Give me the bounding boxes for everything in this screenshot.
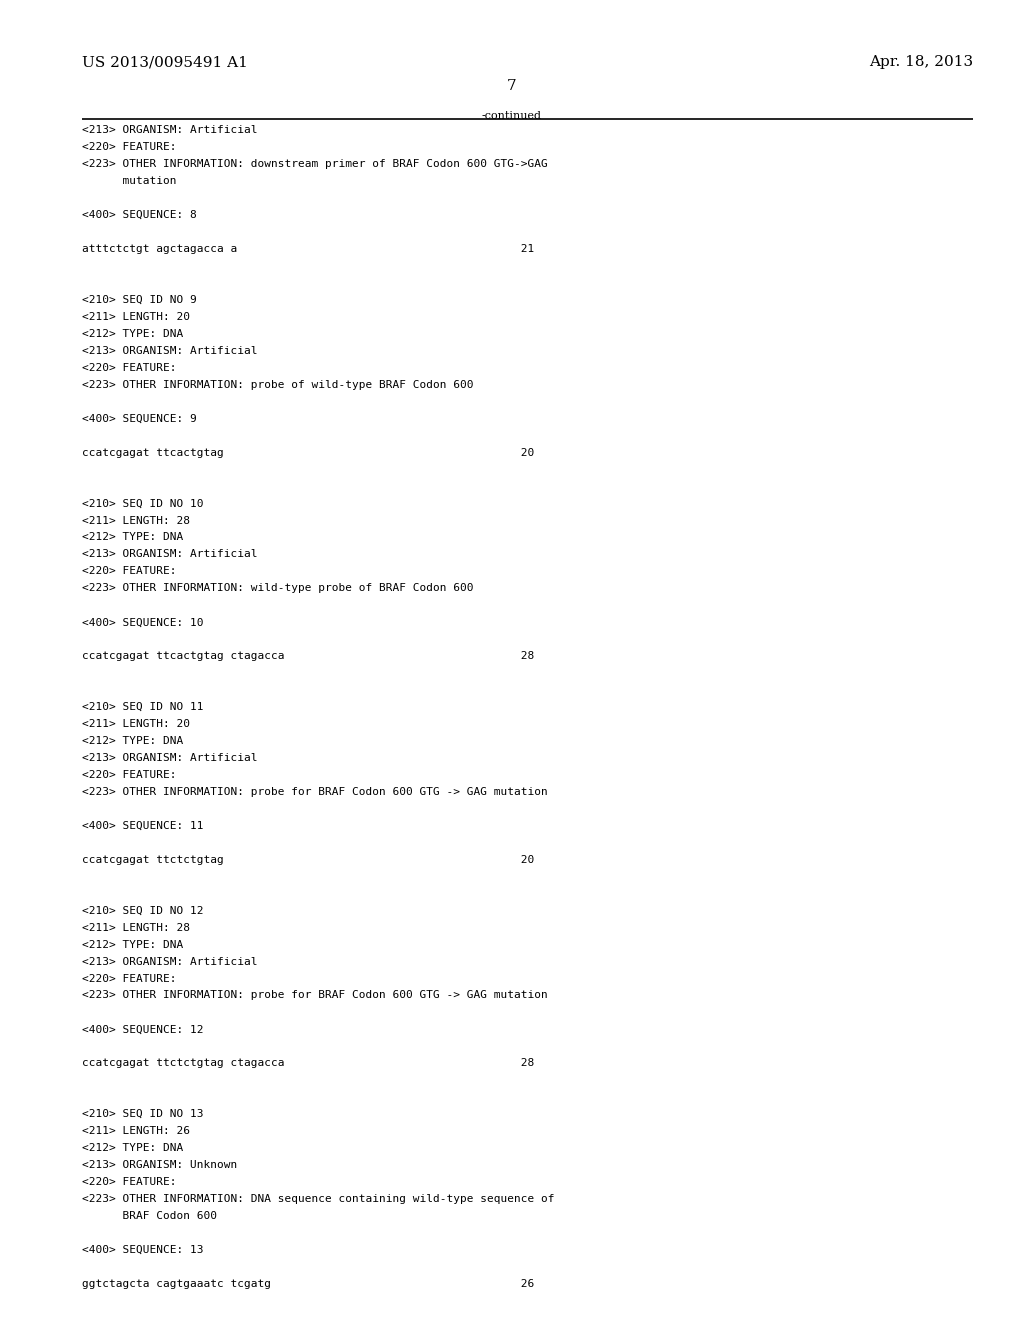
Text: <212> TYPE: DNA: <212> TYPE: DNA — [82, 940, 183, 949]
Text: <210> SEQ ID NO 10: <210> SEQ ID NO 10 — [82, 499, 204, 508]
Text: <211> LENGTH: 26: <211> LENGTH: 26 — [82, 1126, 189, 1137]
Text: -continued: -continued — [482, 111, 542, 121]
Text: <212> TYPE: DNA: <212> TYPE: DNA — [82, 1143, 183, 1154]
Text: US 2013/0095491 A1: US 2013/0095491 A1 — [82, 55, 248, 70]
Text: <213> ORGANISM: Artificial: <213> ORGANISM: Artificial — [82, 957, 257, 966]
Text: <223> OTHER INFORMATION: DNA sequence containing wild-type sequence of: <223> OTHER INFORMATION: DNA sequence co… — [82, 1195, 554, 1204]
Text: <400> SEQUENCE: 11: <400> SEQUENCE: 11 — [82, 821, 204, 830]
Text: <400> SEQUENCE: 12: <400> SEQUENCE: 12 — [82, 1024, 204, 1035]
Text: <223> OTHER INFORMATION: wild-type probe of BRAF Codon 600: <223> OTHER INFORMATION: wild-type probe… — [82, 583, 473, 594]
Text: mutation: mutation — [82, 177, 176, 186]
Text: <223> OTHER INFORMATION: probe for BRAF Codon 600 GTG -> GAG mutation: <223> OTHER INFORMATION: probe for BRAF … — [82, 990, 548, 1001]
Text: ccatcgagat ttctctgtag ctagacca                                   28: ccatcgagat ttctctgtag ctagacca 28 — [82, 1059, 535, 1068]
Text: <212> TYPE: DNA: <212> TYPE: DNA — [82, 329, 183, 339]
Text: <400> SEQUENCE: 9: <400> SEQUENCE: 9 — [82, 413, 197, 424]
Text: ggtctagcta cagtgaaatc tcgatg                                     26: ggtctagcta cagtgaaatc tcgatg 26 — [82, 1279, 535, 1288]
Text: BRAF Codon 600: BRAF Codon 600 — [82, 1210, 217, 1221]
Text: ccatcgagat ttcactgtag                                            20: ccatcgagat ttcactgtag 20 — [82, 447, 535, 458]
Text: <213> ORGANISM: Artificial: <213> ORGANISM: Artificial — [82, 549, 257, 560]
Text: atttctctgt agctagacca a                                          21: atttctctgt agctagacca a 21 — [82, 244, 535, 255]
Text: <211> LENGTH: 28: <211> LENGTH: 28 — [82, 923, 189, 933]
Text: <211> LENGTH: 20: <211> LENGTH: 20 — [82, 312, 189, 322]
Text: <210> SEQ ID NO 13: <210> SEQ ID NO 13 — [82, 1109, 204, 1119]
Text: <400> SEQUENCE: 13: <400> SEQUENCE: 13 — [82, 1245, 204, 1255]
Text: <400> SEQUENCE: 10: <400> SEQUENCE: 10 — [82, 618, 204, 627]
Text: <223> OTHER INFORMATION: probe for BRAF Codon 600 GTG -> GAG mutation: <223> OTHER INFORMATION: probe for BRAF … — [82, 787, 548, 797]
Text: <400> SEQUENCE: 8: <400> SEQUENCE: 8 — [82, 210, 197, 220]
Text: Apr. 18, 2013: Apr. 18, 2013 — [868, 55, 973, 70]
Text: <210> SEQ ID NO 9: <210> SEQ ID NO 9 — [82, 296, 197, 305]
Text: <213> ORGANISM: Artificial: <213> ORGANISM: Artificial — [82, 125, 257, 136]
Text: <212> TYPE: DNA: <212> TYPE: DNA — [82, 737, 183, 746]
Text: <213> ORGANISM: Artificial: <213> ORGANISM: Artificial — [82, 346, 257, 356]
Text: ccatcgagat ttctctgtag                                            20: ccatcgagat ttctctgtag 20 — [82, 855, 535, 865]
Text: <220> FEATURE:: <220> FEATURE: — [82, 974, 176, 983]
Text: 7: 7 — [507, 79, 517, 94]
Text: <223> OTHER INFORMATION: probe of wild-type BRAF Codon 600: <223> OTHER INFORMATION: probe of wild-t… — [82, 380, 473, 389]
Text: <223> OTHER INFORMATION: downstream primer of BRAF Codon 600 GTG->GAG: <223> OTHER INFORMATION: downstream prim… — [82, 160, 548, 169]
Text: <220> FEATURE:: <220> FEATURE: — [82, 363, 176, 372]
Text: <210> SEQ ID NO 12: <210> SEQ ID NO 12 — [82, 906, 204, 916]
Text: <211> LENGTH: 20: <211> LENGTH: 20 — [82, 719, 189, 729]
Text: <213> ORGANISM: Unknown: <213> ORGANISM: Unknown — [82, 1160, 238, 1170]
Text: <220> FEATURE:: <220> FEATURE: — [82, 143, 176, 152]
Text: <220> FEATURE:: <220> FEATURE: — [82, 770, 176, 780]
Text: <220> FEATURE:: <220> FEATURE: — [82, 1177, 176, 1187]
Text: <212> TYPE: DNA: <212> TYPE: DNA — [82, 532, 183, 543]
Text: ccatcgagat ttcactgtag ctagacca                                   28: ccatcgagat ttcactgtag ctagacca 28 — [82, 651, 535, 661]
Text: <213> ORGANISM: Artificial: <213> ORGANISM: Artificial — [82, 752, 257, 763]
Text: <210> SEQ ID NO 11: <210> SEQ ID NO 11 — [82, 702, 204, 711]
Text: <211> LENGTH: 28: <211> LENGTH: 28 — [82, 516, 189, 525]
Text: <220> FEATURE:: <220> FEATURE: — [82, 566, 176, 577]
